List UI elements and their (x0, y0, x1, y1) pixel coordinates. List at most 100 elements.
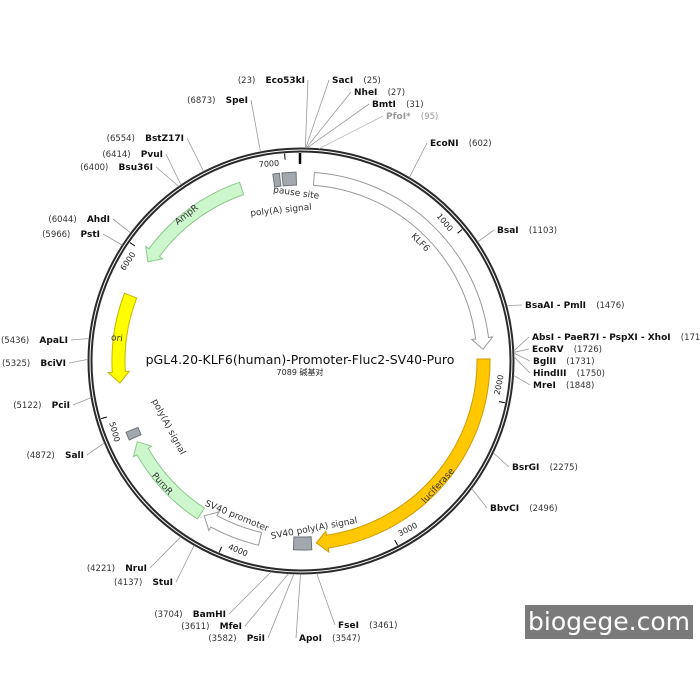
site-name: StuI (152, 578, 173, 588)
feature-poly-a-signal (272, 172, 282, 188)
site-label-spacer (519, 218, 529, 237)
site-name: EcoRV (532, 345, 564, 355)
site-position: (6044) (48, 215, 76, 225)
site-leader-line (513, 348, 530, 353)
site-position: (5325) (2, 359, 30, 369)
site-leader-line (513, 336, 530, 352)
restriction-site-label: (3611) MfeI (181, 614, 242, 633)
site-leader-line (316, 573, 336, 626)
site-leader-line (186, 137, 205, 172)
tick-mark (101, 416, 108, 420)
site-position: (3547) (332, 634, 360, 644)
site-name: SacI (332, 76, 353, 86)
site-leader-line (165, 153, 182, 186)
tick-label: 4000 (227, 542, 249, 558)
site-position: (23) (238, 76, 255, 86)
site-label-spacer (359, 613, 369, 632)
site-label-spacer (255, 68, 265, 87)
site-leader-line (228, 571, 272, 615)
restriction-site-layer: (23) Eco53kI SacI (25)NheI (27)BmtI (31)P… (1, 68, 700, 645)
site-position: (2275) (550, 463, 578, 473)
site-label-spacer (77, 207, 87, 226)
site-name: PsiI (247, 634, 265, 644)
site-name: BsrGI (512, 463, 539, 473)
site-name: BbvCI (490, 504, 519, 514)
site-leader-line (506, 304, 523, 307)
plasmid-length: 7089 碱基对 (277, 367, 324, 377)
site-label-spacer (519, 496, 529, 515)
site-position: (6414) (102, 150, 130, 160)
site-name: BciVI (40, 359, 66, 369)
tick-mark (498, 401, 505, 404)
site-name: HindIII (533, 369, 567, 379)
site-leader-line (513, 356, 531, 374)
site-position: (25) (363, 76, 380, 86)
site-leader-line (250, 99, 261, 152)
site-position: (4221) (87, 564, 115, 574)
site-label-spacer (459, 131, 469, 150)
site-leader-line (305, 91, 352, 149)
site-position: (3704) (154, 610, 182, 620)
site-label-spacer (55, 443, 65, 462)
feature-luciferase (315, 358, 491, 554)
tick-mark (129, 242, 136, 247)
feature-label-poly-a-signal: poly(A) signal (149, 398, 187, 457)
site-leader-line (305, 79, 330, 149)
site-name: MreI (533, 381, 556, 391)
site-label-spacer (115, 556, 125, 575)
site-name: NheI (354, 88, 377, 98)
site-leader-line (304, 79, 309, 149)
site-leader-line (112, 218, 131, 234)
restriction-site-label: FseI (3461) (338, 613, 397, 632)
site-name: BglII (533, 357, 556, 367)
site-name: AbsI - PaeR7I - PspXI - XhoI (532, 333, 671, 343)
feature-label-poly-a-signal: poly(A) signal (250, 203, 312, 219)
feature-label-pause-site: pause site (273, 185, 321, 201)
site-label-spacer (556, 349, 566, 368)
restriction-site-label: ApoI (3547) (299, 626, 360, 645)
restriction-site-label: BsrGI (2275) (512, 455, 578, 474)
restriction-site-label: (4872) SalI (27, 443, 84, 462)
site-label-spacer (135, 126, 145, 145)
site-label-spacer (30, 351, 40, 370)
site-name: MfeI (220, 622, 242, 632)
restriction-site-label: EcoNI (602) (430, 131, 492, 150)
restriction-site-label: (4221) NruI (87, 556, 147, 575)
site-leader-line (244, 573, 289, 627)
site-position: (3611) (181, 622, 209, 632)
restriction-site-label: (3582) PsiI (208, 626, 265, 645)
site-position: (1103) (529, 226, 557, 236)
plasmid-title: pGL4.20-KLF6(human)-Promoter-Fluc2-SV40-… (146, 352, 455, 367)
site-position: (6873) (187, 96, 215, 106)
site-name: PstI (81, 230, 100, 240)
restriction-site-label: (6873) SpeI (187, 88, 248, 107)
site-name: Eco53kI (265, 76, 305, 86)
site-position: (1750) (577, 369, 605, 379)
restriction-site-label: (5122) PciI (13, 393, 70, 412)
site-position: (1726) (574, 345, 602, 355)
site-position: (31) (406, 100, 423, 110)
tick-label: 7000 (258, 159, 279, 170)
tick-label: 5000 (107, 421, 121, 443)
feature-sv40-poly-a-signal (292, 536, 313, 551)
restriction-site-label: (6554) BstZ17I (107, 126, 184, 145)
tick-mark (218, 546, 223, 553)
restriction-site-label: (3704) BamHI (154, 602, 226, 621)
site-position: (5966) (42, 230, 70, 240)
site-position: (3461) (369, 621, 397, 631)
restriction-site-label: BglII (1731) (533, 349, 595, 368)
site-position: (2496) (529, 504, 557, 514)
site-leader-line (175, 545, 195, 583)
site-label-spacer (377, 80, 387, 99)
site-leader-line (471, 488, 488, 509)
restriction-site-label: HindIII (1750) (533, 361, 605, 380)
site-position: (5122) (13, 401, 41, 411)
site-leader-line (72, 397, 92, 406)
site-label-spacer (411, 104, 421, 123)
site-leader-line (86, 442, 105, 456)
site-position: (1718) (681, 333, 700, 343)
tick-mark (394, 539, 398, 546)
feature-ori (107, 292, 138, 384)
site-name: Bsu36I (119, 163, 154, 173)
